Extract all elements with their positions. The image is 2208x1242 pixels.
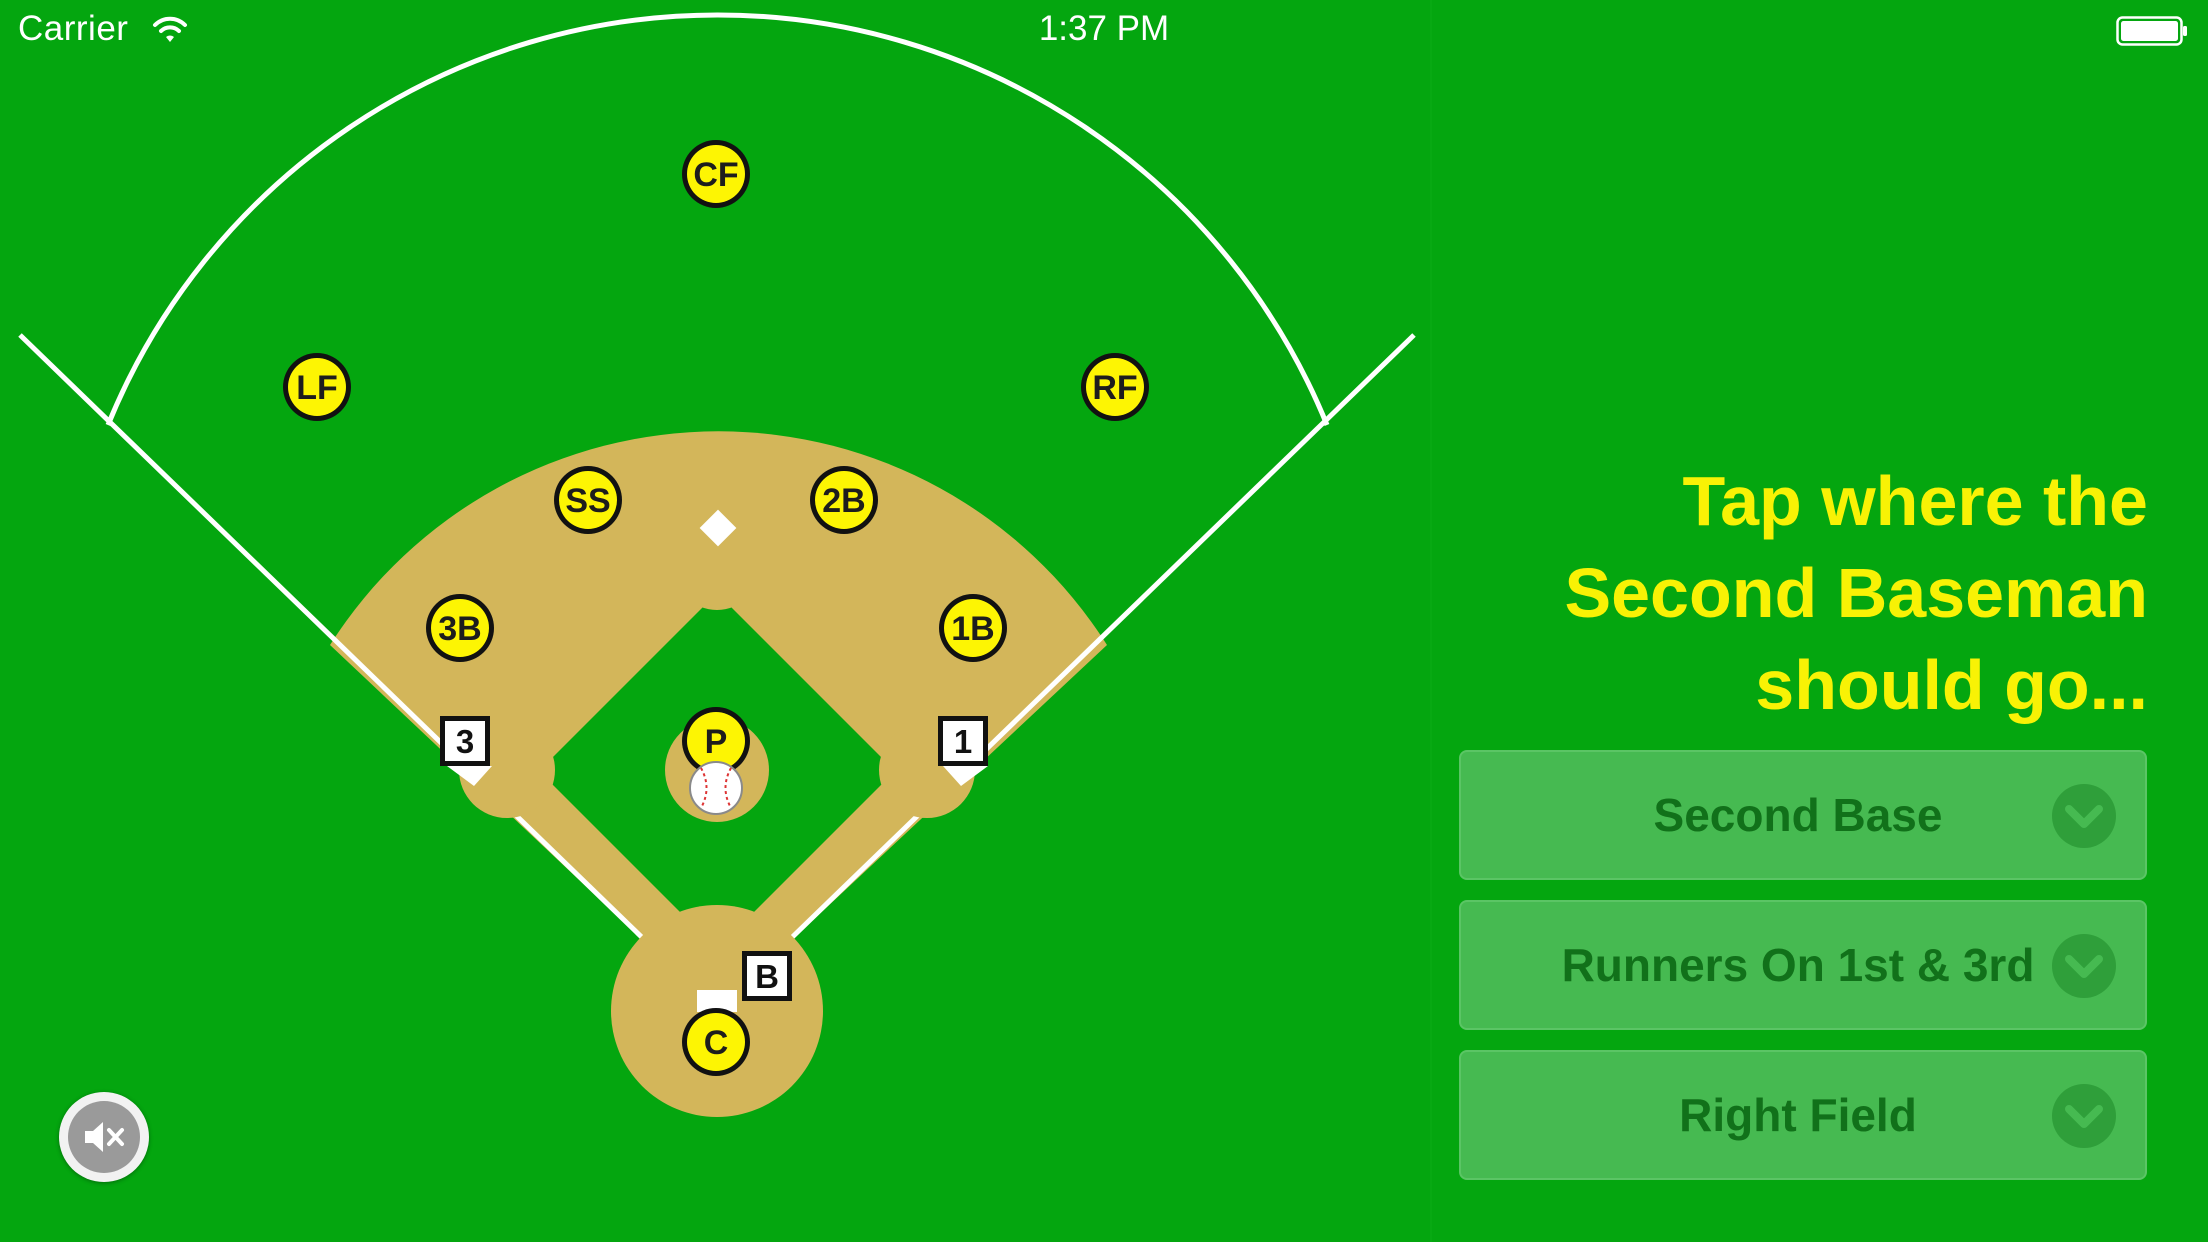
player-c: C — [682, 1008, 750, 1076]
prompt-line-1: Tap where the — [1682, 462, 2148, 540]
third-base-marker: 3 — [440, 716, 490, 766]
first-base-label: 1 — [954, 723, 972, 760]
answer-label: Runners On 1st & 3rd — [1561, 939, 2035, 991]
chevron-down-icon[interactable] — [2051, 783, 2117, 849]
player-3b-label: 3B — [438, 610, 481, 648]
player-1b: 1B — [939, 594, 1007, 662]
carrier-label: Carrier — [18, 9, 129, 48]
player-3b: 3B — [426, 594, 494, 662]
prompt-line-2: Second Baseman — [1564, 554, 2148, 632]
player-p-label: P — [705, 723, 728, 761]
answer-label: Right Field — [1679, 1089, 1917, 1141]
answer-label: Second Base — [1653, 789, 1943, 841]
third-base-label: 3 — [456, 723, 474, 760]
wifi-icon — [153, 16, 187, 42]
player-cf: CF — [682, 140, 750, 208]
answer-button-second-base[interactable]: Second Base — [1459, 750, 2147, 880]
clock: 1:37 PM — [1038, 9, 1170, 48]
prompt-line-3: should go... — [1755, 646, 2148, 724]
player-p: P — [682, 707, 750, 775]
player-lf: LF — [283, 353, 351, 421]
left-foul-line — [18, 333, 719, 1012]
panel-divider — [1430, 0, 1432, 1242]
player-1b-label: 1B — [951, 610, 994, 648]
player-ss: SS — [554, 466, 622, 534]
baseball-icon — [689, 761, 743, 815]
base-diamond-icon — [699, 509, 737, 547]
player-c-label: C — [704, 1024, 729, 1062]
answer-button-runners-on-1st-3rd[interactable]: Runners On 1st & 3rd — [1459, 900, 2147, 1030]
right-foul-line — [715, 333, 1416, 1012]
baseball-field[interactable]: 3 1 B CF LF RF — [0, 0, 1430, 1242]
question-prompt: Tap where the Second Baseman should go..… — [1440, 455, 2148, 731]
player-rf: RF — [1081, 353, 1149, 421]
first-base-bag — [943, 766, 988, 786]
batter-label: B — [755, 958, 779, 995]
outfield-fence — [105, 12, 1330, 426]
second-base-cutout — [673, 522, 761, 610]
player-lf-label: LF — [296, 369, 338, 407]
player-cf-label: CF — [693, 156, 738, 194]
player-ss-label: SS — [565, 482, 610, 520]
batter-marker: B — [742, 951, 792, 1001]
home-plate — [697, 990, 737, 1012]
first-base-marker: 1 — [938, 716, 988, 766]
mute-button[interactable] — [59, 1092, 149, 1182]
speaker-muted-icon — [85, 1122, 124, 1152]
chevron-down-icon[interactable] — [2051, 1083, 2117, 1149]
mute-button-face — [68, 1101, 140, 1173]
third-base-bag — [447, 766, 492, 786]
player-2b-label: 2B — [822, 482, 865, 520]
player-rf-label: RF — [1092, 369, 1137, 407]
battery-icon — [2116, 16, 2187, 46]
answer-button-right-field[interactable]: Right Field — [1459, 1050, 2147, 1180]
status-bar: Carrier 1:37 PM — [0, 0, 2208, 60]
player-2b: 2B — [810, 466, 878, 534]
chevron-down-icon[interactable] — [2051, 933, 2117, 999]
